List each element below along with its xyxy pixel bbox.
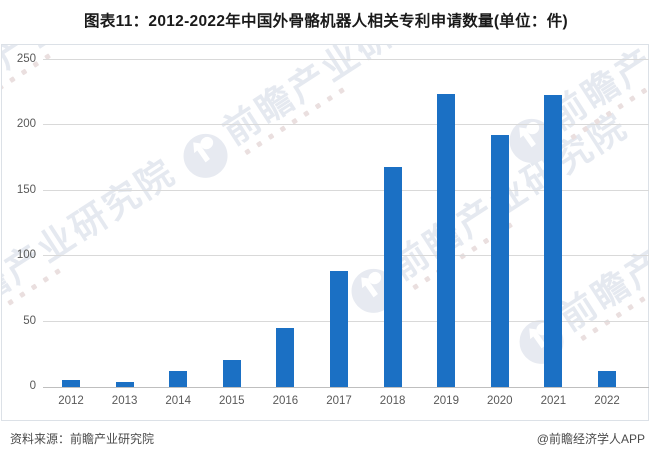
x-tick-label-2016: 2016 — [272, 395, 299, 407]
y-tick-label-250: 250 — [16, 53, 36, 66]
bar-2021 — [544, 95, 563, 387]
x-tick-label-2020: 2020 — [487, 395, 513, 407]
plot-area — [43, 47, 649, 388]
credit-note: @前瞻经济学人APP — [536, 432, 645, 446]
bar-2014 — [169, 371, 188, 387]
bar-2016 — [276, 328, 295, 387]
gridline-200 — [43, 124, 649, 126]
x-tick-label-2017: 2017 — [326, 395, 352, 407]
gridline-100 — [43, 255, 649, 257]
x-tick-label-2018: 2018 — [379, 395, 406, 407]
y-tick-label-100: 100 — [16, 249, 36, 262]
bar-2018 — [383, 167, 402, 387]
bar-2015 — [222, 359, 241, 387]
bar-2017 — [330, 270, 348, 387]
x-tick-label-2013: 2013 — [111, 395, 138, 407]
x-tick-label-2014: 2014 — [165, 395, 191, 407]
source-note: 资料来源：前瞻产业研究院 — [10, 432, 155, 446]
chart-panel: 前瞻产业研究院前瞻产业研究院前瞻产业研究院前瞻产业研究院前瞻产业研究院前瞻产业研… — [1, 44, 649, 421]
x-tick-label-2015: 2015 — [219, 395, 245, 407]
bar-2012 — [62, 380, 80, 387]
bar-2019 — [437, 94, 456, 387]
bar-2022 — [598, 371, 616, 387]
y-tick-label-150: 150 — [16, 183, 36, 196]
x-tick-label-2021: 2021 — [540, 395, 567, 407]
bar-2020 — [490, 134, 509, 387]
x-tick-label-2019: 2019 — [433, 395, 459, 407]
y-tick-label-200: 200 — [16, 118, 36, 131]
x-tick-label-2022: 2022 — [594, 395, 620, 407]
y-tick-label-50: 50 — [23, 314, 36, 327]
chart-title: 图表11：2012-2022年中国外骨骼机器人相关专利申请数量(单位：件) — [84, 13, 568, 30]
bar-2013 — [115, 381, 134, 387]
gridline-150 — [43, 189, 649, 191]
gridline-250 — [43, 59, 649, 61]
x-tick-label-2012: 2012 — [58, 395, 84, 407]
y-tick-label-0: 0 — [29, 380, 36, 392]
